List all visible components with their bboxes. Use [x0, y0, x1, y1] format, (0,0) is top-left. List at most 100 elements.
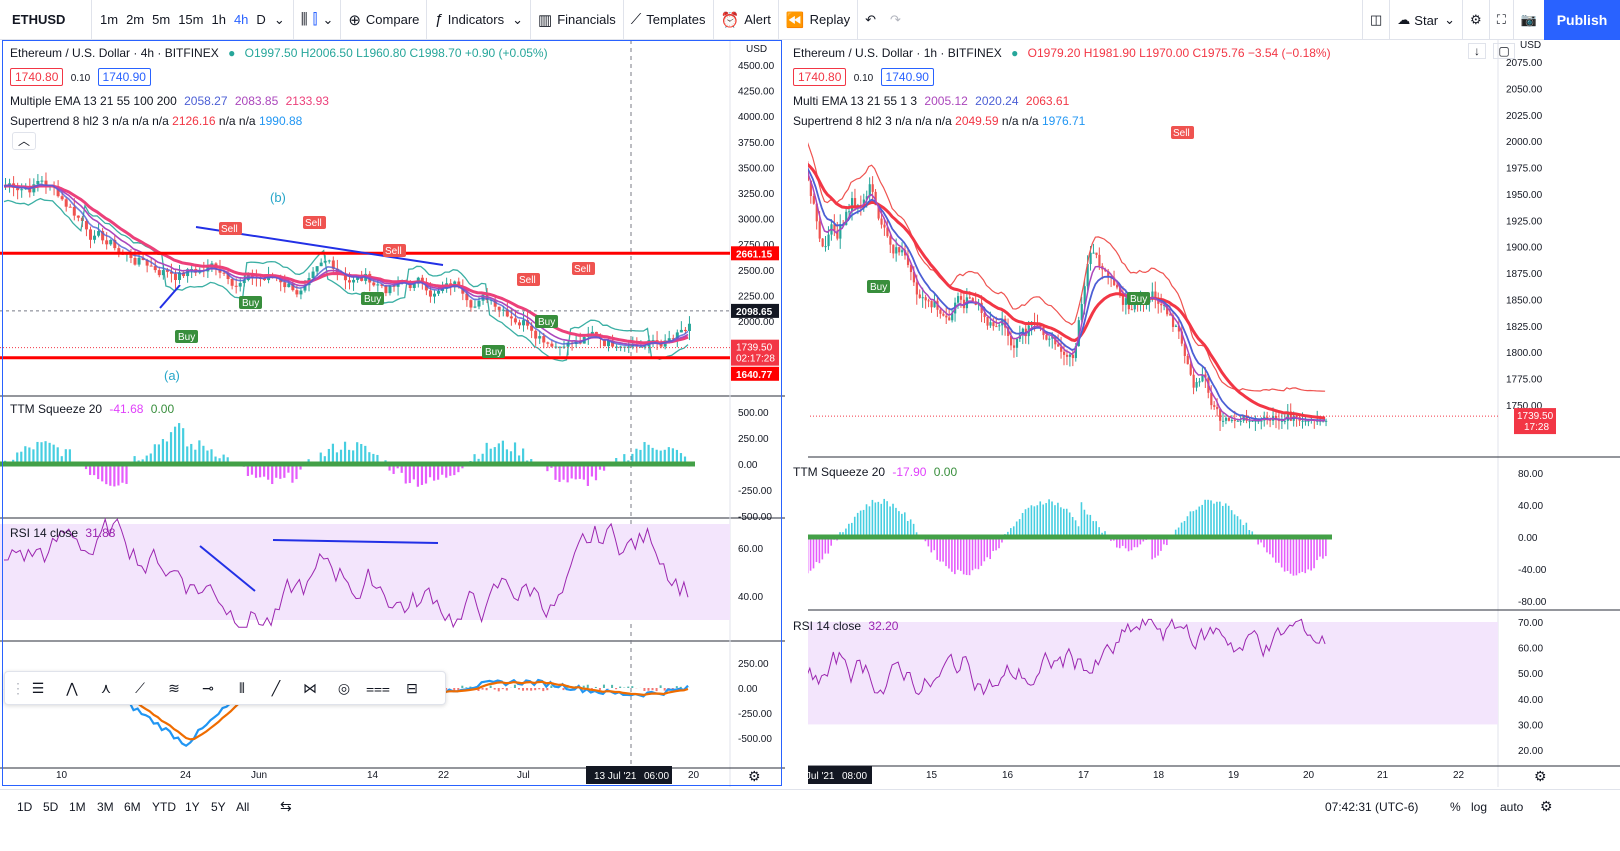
candle-body [36, 181, 40, 185]
settings-button[interactable]: ⚙ [1462, 0, 1489, 40]
interval-1h[interactable]: 1h [211, 12, 226, 27]
right-candle-body [1230, 419, 1234, 421]
range-5y[interactable]: 5Y [211, 800, 226, 814]
scale-settings-icon[interactable]: ⚙ [1540, 798, 1553, 814]
osc-histogram-bar [538, 688, 541, 690]
left-legend-collapse[interactable]: ︿ [12, 132, 36, 150]
pattern-icon[interactable]: ⋈ [303, 679, 317, 696]
right-ttm-histogram-bar [818, 537, 821, 564]
left-chart[interactable]: 4500.00 4250.00 4000.00 3750.00 3500.00 3250.… [0, 40, 785, 789]
maximize-pane-icon[interactable]: ▢ [1493, 43, 1515, 59]
right-ttm-histogram-bar [1089, 514, 1092, 537]
right-st-label: Supertrend 8 hl2 3 [793, 114, 892, 128]
candle-body [173, 273, 177, 280]
left-status-dot-icon: ● [228, 46, 236, 60]
candle-body [627, 346, 631, 348]
templates-button[interactable]: ⟋ Templates [624, 0, 714, 40]
compare-button[interactable]: ⊕ Compare [341, 0, 428, 40]
right-ask-price[interactable]: 1740.90 [880, 68, 934, 86]
star-layout-button[interactable]: ☁ Star ⌄ [1389, 0, 1462, 40]
right-ttm-histogram-bar [1195, 509, 1198, 537]
ttm-histogram-bar [40, 442, 43, 464]
ttm-histogram-bar [651, 447, 654, 464]
right-ttm-histogram-bar [1012, 526, 1015, 537]
interval-4h[interactable]: 4h [233, 12, 249, 27]
range-3m[interactable]: 3M [97, 800, 114, 814]
price-tick-label: 2500.00 [738, 266, 775, 277]
gear-icon: ⚙ [1470, 12, 1482, 27]
alert-button[interactable]: ⏰ Alert [714, 0, 779, 40]
candle-body [113, 239, 117, 249]
ttm-histogram-bar [639, 449, 642, 464]
right-chart[interactable]: 2075.002050.002025.002000.001975.001950.… [808, 40, 1620, 789]
left-st-value-1: 2126.16 [172, 114, 216, 128]
range-ytd[interactable]: YTD [152, 800, 176, 814]
scroll-down-arrow-icon[interactable]: ↓ [1468, 43, 1486, 59]
publish-button[interactable]: Publish [1544, 0, 1620, 40]
right-ttm-histogram-bar [1174, 529, 1177, 537]
interval-1m[interactable]: 1m [100, 12, 119, 27]
gann-icon[interactable]: ⊟ [406, 679, 418, 696]
symbol-search[interactable]: ETHUSD [0, 0, 92, 40]
lines-tool-icon[interactable]: ☰ [31, 679, 45, 696]
right-bid-price[interactable]: 1740.80 [793, 68, 847, 86]
left-bid-ask: 1740.80 0.10 1740.90 [10, 68, 151, 86]
right-ttm-histogram-bar [992, 537, 994, 551]
right-ttm-histogram-bar [815, 537, 818, 563]
candle-body [388, 285, 392, 294]
interval-2m[interactable]: 2m [126, 12, 145, 27]
right-ttm-histogram-bar [1166, 537, 1168, 546]
financials-button[interactable]: ▥ Financials [531, 0, 624, 40]
right-candle-body [1113, 277, 1116, 286]
snapshot-button[interactable]: 📷 [1512, 0, 1544, 40]
redo-button[interactable]: ↷ [883, 0, 908, 40]
interval-d[interactable]: D [256, 12, 266, 27]
right-price-tick-label: 1750.00 [1506, 401, 1543, 412]
horizontal-ray-icon[interactable]: ⊸ [202, 679, 214, 696]
interval-15m[interactable]: 15m [178, 12, 204, 27]
elliott-wave-icon[interactable]: ⋀ [66, 679, 78, 696]
right-candle-body [1277, 420, 1281, 422]
clock-readout[interactable]: 07:42:31 (UTC-6) [1325, 800, 1419, 814]
templates-icon: ⟋ [630, 11, 642, 28]
spiral-icon[interactable]: ◎ [337, 679, 351, 696]
interval-dropdown-chevron-icon[interactable]: ⌄ [273, 11, 285, 27]
drag-handle-icon[interactable]: ⋮ [11, 679, 25, 696]
ray-icon[interactable]: ╱ [271, 679, 281, 696]
log-toggle[interactable]: log [1471, 800, 1488, 814]
right-candle-body [1015, 338, 1019, 348]
fullscreen-button[interactable]: ⛶ [1488, 0, 1513, 40]
undo-button[interactable]: ↶ [858, 0, 883, 40]
fib-channel-icon[interactable]: ≋ [168, 679, 180, 696]
interval-5m[interactable]: 5m [152, 12, 171, 27]
replay-button[interactable]: ⏪ Replay [779, 0, 859, 40]
left-bid-price[interactable]: 1740.80 [10, 68, 64, 86]
range-6m[interactable]: 6M [124, 800, 141, 814]
ttm-histogram-bar [44, 441, 47, 464]
levels-icon[interactable]: ⩶ [366, 679, 390, 696]
percent-toggle[interactable]: % [1450, 800, 1461, 814]
osc-histogram-bar [663, 688, 666, 691]
ttm-histogram-bar [655, 449, 658, 464]
auto-toggle[interactable]: auto [1500, 800, 1524, 814]
range-5d[interactable]: 5D [43, 800, 59, 814]
range-all[interactable]: All [236, 800, 250, 814]
trend-line-icon[interactable]: ⟋ [135, 679, 145, 696]
chart-type-button[interactable]: ⫼ ⫿ ⌄ [294, 0, 342, 40]
left-ask-price[interactable]: 1740.90 [97, 68, 151, 86]
abc-pattern-icon[interactable]: ⋏ [100, 679, 112, 696]
right-candle-body [957, 296, 960, 303]
range-1m[interactable]: 1M [69, 800, 86, 814]
left-st-values: n/a n/a n/a [112, 114, 169, 128]
right-candle-body [1163, 305, 1166, 307]
range-1y[interactable]: 1Y [185, 800, 200, 814]
top-toolbar: ETHUSD 1m 2m 5m 15m 1h 4h D ⌄ ⫼ ⫿ ⌄ ⊕ Com… [0, 0, 1620, 40]
indicators-button[interactable]: ƒ Indicators ⌄ [427, 0, 532, 40]
vertical-lines-icon[interactable]: ⫴ [239, 679, 245, 696]
templates-label: Templates [646, 12, 706, 27]
goto-date-icon[interactable]: ⇆ [280, 798, 292, 814]
range-1d[interactable]: 1D [17, 800, 33, 814]
time-tick-label: Jul [517, 770, 530, 781]
layout-button[interactable]: ◫ [1362, 0, 1389, 40]
right-ttm-histogram-bar [812, 537, 815, 569]
